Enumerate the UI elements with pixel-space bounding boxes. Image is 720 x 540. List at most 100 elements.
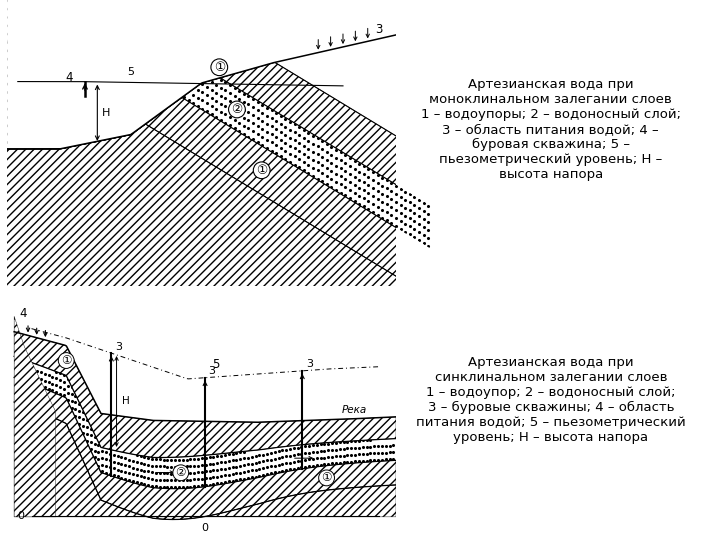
Point: [200, 474, 212, 483]
Point: [365, 449, 377, 458]
Point: [223, 477, 235, 486]
Point: [302, 137, 314, 145]
Point: [206, 94, 217, 103]
Point: [344, 178, 356, 186]
Point: [395, 217, 406, 225]
Point: [233, 119, 245, 127]
Text: Река: Река: [342, 405, 367, 415]
Point: [120, 454, 131, 463]
Text: 0: 0: [17, 511, 24, 521]
Point: [250, 472, 261, 481]
Point: [344, 161, 356, 170]
Point: [288, 451, 300, 460]
Point: [9, 372, 20, 380]
Point: [325, 151, 337, 159]
Point: [330, 170, 342, 178]
Point: [220, 86, 231, 95]
Point: [169, 456, 181, 464]
Point: [224, 81, 235, 90]
Point: [210, 80, 222, 89]
Point: [123, 476, 135, 484]
Point: [223, 457, 235, 465]
Point: [207, 466, 219, 475]
Point: [253, 464, 265, 473]
Text: ①: ①: [61, 354, 71, 367]
Point: [243, 116, 254, 125]
Point: [229, 100, 240, 109]
Point: [143, 461, 154, 469]
Point: [381, 208, 392, 217]
Point: [66, 390, 77, 399]
Point: [315, 440, 326, 449]
Point: [296, 456, 307, 465]
Point: [9, 358, 20, 367]
Point: [319, 440, 330, 448]
Point: [212, 472, 223, 481]
Point: [321, 156, 333, 164]
Point: [302, 129, 314, 137]
Point: [307, 131, 319, 140]
Text: 0: 0: [202, 523, 209, 533]
Point: [227, 463, 238, 471]
Point: [58, 370, 70, 379]
Point: [258, 457, 269, 465]
Point: [192, 93, 204, 102]
Text: 5: 5: [127, 68, 135, 77]
Point: [177, 462, 189, 471]
Point: [215, 451, 227, 460]
Point: [363, 181, 374, 190]
Point: [93, 455, 104, 463]
Point: [409, 225, 420, 234]
Point: [243, 100, 254, 109]
Point: [150, 475, 162, 484]
Point: [296, 449, 307, 458]
Point: [70, 405, 81, 414]
Point: [284, 117, 296, 126]
Point: [363, 189, 374, 198]
Point: [215, 458, 227, 467]
Point: [12, 366, 24, 375]
Point: [302, 160, 314, 169]
Point: [413, 220, 425, 228]
Point: [215, 75, 227, 84]
Point: [230, 469, 242, 477]
Point: [380, 441, 392, 450]
Point: [50, 374, 62, 383]
Point: [54, 389, 66, 398]
Point: [275, 112, 287, 120]
Point: [230, 449, 242, 457]
Point: [250, 452, 261, 461]
Point: [271, 125, 282, 133]
Point: [294, 123, 305, 132]
Point: [204, 467, 215, 475]
Point: [220, 102, 231, 111]
Point: [372, 194, 383, 203]
Point: [404, 198, 415, 207]
Point: [289, 160, 300, 169]
Point: [16, 368, 27, 376]
Point: [321, 140, 333, 149]
Point: [340, 151, 351, 159]
Point: [261, 470, 273, 478]
Point: [266, 106, 277, 115]
Text: ①: ①: [256, 164, 267, 177]
Point: [312, 134, 323, 143]
Point: [418, 222, 429, 231]
Point: [39, 383, 50, 391]
Point: [395, 200, 406, 209]
Point: [43, 371, 55, 380]
Point: [326, 446, 338, 454]
Point: [384, 455, 395, 463]
Point: [116, 453, 127, 462]
Point: [335, 148, 346, 157]
Point: [261, 119, 273, 128]
Point: [212, 452, 223, 461]
Point: [276, 460, 288, 468]
Point: [273, 467, 284, 476]
Point: [409, 201, 420, 210]
Point: [346, 450, 357, 459]
Point: [127, 470, 139, 478]
Point: [284, 444, 296, 453]
Point: [27, 365, 39, 374]
Point: [387, 455, 399, 463]
